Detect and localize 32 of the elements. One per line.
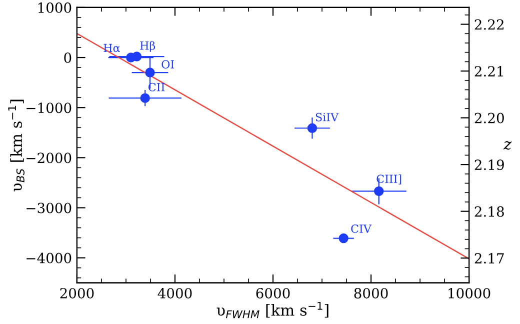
- x-tick-label: 2000: [60, 288, 94, 298]
- x-tick-label: 8000: [354, 288, 388, 298]
- x-axis-title: υ$_{FWHM}$ [km s$^{−1}$]: [216, 302, 328, 318]
- y2-tick-label: 2.21: [474, 66, 503, 77]
- annotation: SiIV: [316, 112, 339, 122]
- y-tick-label: 1000: [38, 2, 72, 13]
- point: [338, 233, 348, 244]
- annotation: OI: [162, 60, 174, 69]
- x-tick-label: 6000: [256, 288, 290, 298]
- y-axis-title: υ$_{BS}$ [km s$^{−1}$]: [8, 100, 24, 192]
- point: [374, 186, 384, 196]
- y-tick-label: −1000: [26, 102, 72, 114]
- y2-axis-title: z: [503, 141, 512, 150]
- annotation: CIII]: [376, 174, 402, 184]
- x-tick-label: 4000: [158, 288, 192, 298]
- point: [132, 52, 142, 62]
- y-tick-label: −2000: [26, 152, 72, 164]
- x-tick-label: 10000: [448, 288, 490, 298]
- y2-tick-label: 2.19: [474, 160, 504, 170]
- annotation: Hβ: [140, 41, 156, 52]
- y2-tick-label: 2.22: [474, 19, 504, 30]
- y-tick-label: −4000: [26, 252, 72, 264]
- annotation: Hα: [104, 44, 120, 52]
- annotation: CIV: [351, 224, 372, 233]
- y2-tick-label: 2.20: [474, 112, 504, 124]
- point: [140, 93, 150, 103]
- point: [145, 68, 155, 78]
- y2-tick-label: 2.17: [474, 253, 504, 264]
- y-tick-label: −3000: [26, 202, 72, 214]
- point: [307, 123, 318, 133]
- y-tick-label: 0: [64, 52, 72, 63]
- y2-tick-label: 2.18: [474, 206, 504, 217]
